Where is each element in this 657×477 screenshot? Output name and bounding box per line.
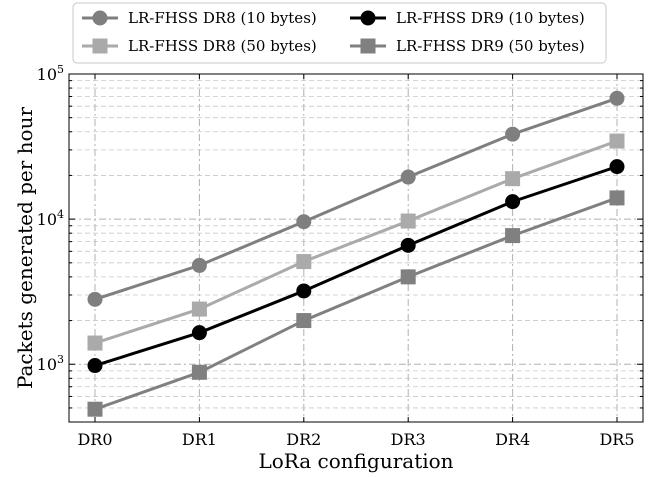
series-line: [94, 196, 618, 411]
x-tick-label: DR4: [495, 430, 530, 449]
data-point: [87, 358, 103, 374]
y-tick-label: 104: [37, 208, 64, 229]
x-axis-label: LoRa configuration: [258, 449, 453, 473]
legend-marker: [92, 10, 108, 26]
data-point: [191, 325, 207, 341]
series-line: [94, 96, 618, 301]
legend-item-2: LR-FHSS DR8 (50 bytes): [82, 37, 317, 55]
legend-box: [72, 2, 607, 64]
data-point: [609, 133, 625, 149]
series-2: [87, 133, 625, 351]
data-point: [505, 228, 521, 244]
data-point: [87, 291, 103, 307]
legend-label: LR-FHSS DR9 (10 bytes): [396, 9, 585, 27]
legend-label: LR-FHSS DR8 (10 bytes): [128, 9, 317, 27]
x-tick-label: DR5: [599, 430, 634, 449]
legend-item-1: LR-FHSS DR8 (10 bytes): [82, 9, 317, 27]
data-point: [505, 171, 521, 187]
x-tick-label: DR0: [77, 430, 112, 449]
series-3: [87, 159, 625, 374]
y-tick-label: 105: [37, 63, 64, 84]
legend-item-4: LR-FHSS DR9 (50 bytes): [350, 37, 585, 55]
data-point: [609, 159, 625, 175]
data-point: [400, 269, 416, 285]
legend-label: LR-FHSS DR9 (50 bytes): [396, 37, 585, 55]
data-point: [87, 335, 103, 351]
legend-marker: [92, 38, 108, 54]
x-tick-label: DR1: [182, 430, 217, 449]
legend-marker: [360, 10, 376, 26]
legend-label: LR-FHSS DR8 (50 bytes): [128, 37, 317, 55]
series-4: [87, 190, 625, 417]
x-tick-label: DR2: [286, 430, 321, 449]
series-1: [87, 90, 625, 307]
grid: [69, 74, 643, 423]
data-point: [191, 364, 207, 380]
data-point: [505, 126, 521, 142]
data-point: [296, 283, 312, 299]
data-point: [87, 401, 103, 417]
data-point: [400, 169, 416, 185]
series-group: [87, 90, 625, 417]
data-point: [400, 237, 416, 253]
legend: LR-FHSS DR8 (10 bytes) LR-FHSS DR8 (50 by…: [72, 2, 607, 64]
y-tick-label: 103: [37, 353, 64, 374]
data-point: [505, 194, 521, 210]
x-tick-label: DR3: [391, 430, 426, 449]
series-line: [94, 139, 618, 345]
ticks: DR0 DR1 DR2 DR3 DR4 DR5 103 104 105: [37, 63, 643, 449]
series-line: [94, 165, 618, 367]
data-point: [400, 213, 416, 229]
y-axis-label: Packets generated per hour: [13, 107, 37, 390]
data-point: [296, 254, 312, 270]
data-point: [191, 301, 207, 317]
data-point: [609, 190, 625, 206]
plot-frame: [68, 73, 644, 423]
data-point: [191, 257, 207, 273]
legend-marker: [360, 38, 376, 54]
data-point: [609, 90, 625, 106]
data-point: [296, 214, 312, 230]
data-point: [296, 313, 312, 329]
legend-item-3: LR-FHSS DR9 (10 bytes): [350, 9, 585, 27]
